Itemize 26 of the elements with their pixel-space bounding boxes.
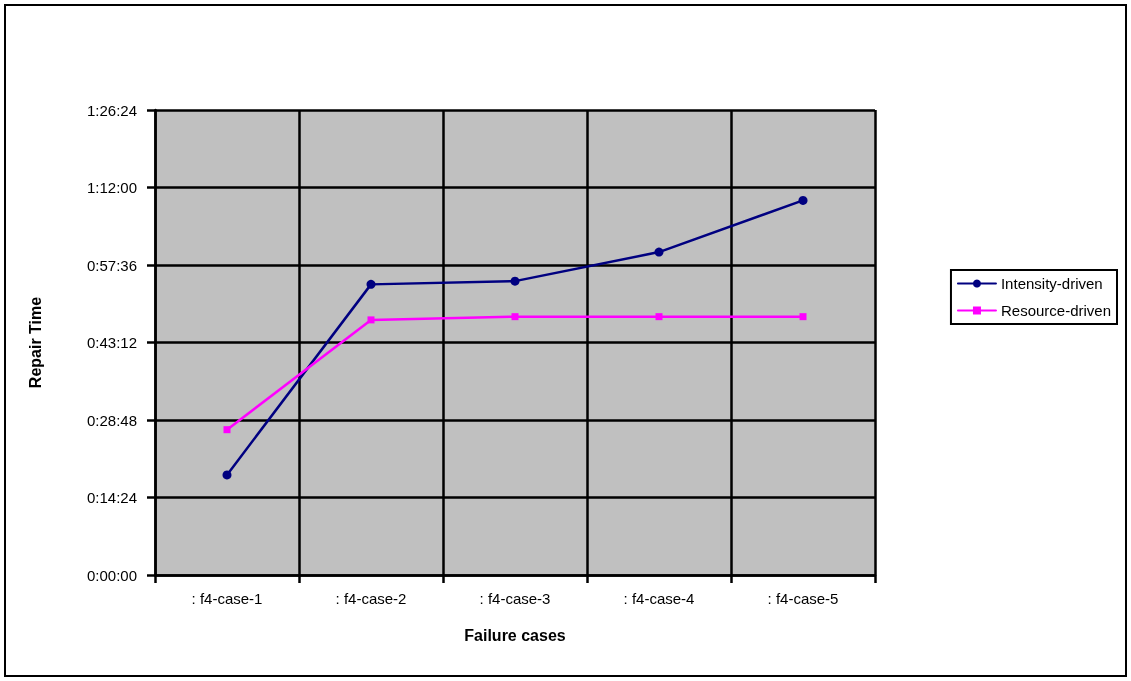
x-tick-label: : f4-case-5 <box>767 590 839 607</box>
y-tick-label: 0:00:00 <box>86 566 137 584</box>
y-tick-label: 1:12:00 <box>86 179 137 196</box>
x-tick-label: : f4-case-4 <box>623 590 695 607</box>
x-axis-title: Failure cases <box>464 626 566 644</box>
point <box>654 247 664 257</box>
point <box>655 313 663 321</box>
point <box>223 426 231 434</box>
y-axis-title: Repair Time <box>26 296 44 389</box>
point <box>367 316 375 324</box>
point <box>510 276 520 286</box>
point <box>798 195 808 205</box>
y-tick-label: 0:28:48 <box>86 411 137 429</box>
legend-label: Intensity-driven <box>1000 275 1103 292</box>
y-tick-label: 1:26:24 <box>86 101 137 119</box>
y-tick-label: 0:14:24 <box>86 489 137 506</box>
point <box>511 313 519 321</box>
legend-label: Resource-driven <box>1000 302 1111 319</box>
y-tick-label: 0:57:36 <box>86 256 137 274</box>
x-tick-label: : f4-case-3 <box>479 590 551 607</box>
x-tick-label: : f4-case-2 <box>335 590 407 607</box>
x-tick-label: : f4-case-1 <box>191 590 263 607</box>
point <box>799 313 807 321</box>
point <box>366 279 376 289</box>
y-tick-label: 0:43:12 <box>86 334 137 351</box>
point <box>222 470 232 480</box>
